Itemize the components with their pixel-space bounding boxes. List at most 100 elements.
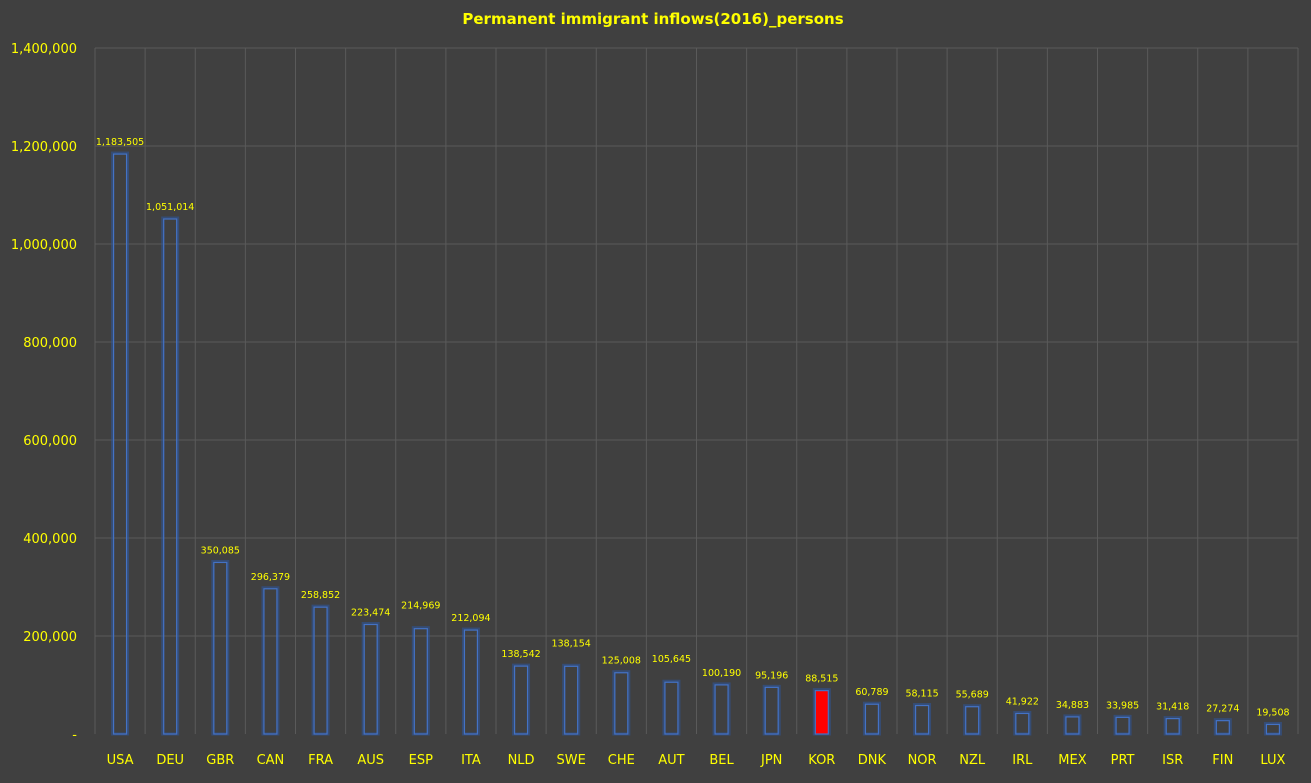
bar-glow	[913, 703, 932, 736]
data-label: 125,008	[602, 656, 641, 667]
bar-deu	[163, 218, 178, 735]
bar-nld	[513, 665, 529, 735]
bar-dnk	[864, 703, 880, 735]
bar-aus	[363, 623, 378, 735]
x-tick-label: MEX	[1058, 753, 1086, 768]
data-label: 100,190	[702, 668, 741, 679]
data-label: 1,051,014	[146, 202, 194, 213]
bar-glow	[1013, 710, 1032, 736]
bar-lux	[1265, 723, 1281, 735]
x-tick-label: CHE	[608, 753, 635, 768]
bar-glow	[662, 679, 681, 736]
data-label: 1,183,505	[96, 137, 144, 148]
bar-usa	[112, 153, 128, 735]
y-tick-label: -	[72, 728, 77, 743]
data-label: 34,883	[1056, 700, 1089, 711]
bar-ita	[463, 629, 479, 735]
x-tick-label: BEL	[709, 753, 734, 768]
x-tick-label: NZL	[959, 753, 986, 768]
data-label: 41,922	[1006, 696, 1039, 707]
bars	[111, 151, 1282, 736]
y-tick-label: 200,000	[23, 630, 77, 645]
bar-glow	[963, 704, 982, 736]
bar-glow	[1063, 714, 1082, 736]
data-label: 27,274	[1206, 704, 1239, 715]
bar-aut	[664, 681, 679, 735]
bar-glow	[512, 663, 531, 736]
x-axis-tick-labels: USA DEU GBR CAN FRA AUS ESP ITA NLD SWE CHE AUT BEL J…	[107, 753, 1286, 768]
data-label: 19,508	[1256, 707, 1289, 718]
chart-title: Permanent immigrant inflows(2016)_person…	[462, 10, 843, 28]
data-label: 55,689	[956, 690, 989, 701]
bar-isr	[1165, 718, 1180, 735]
bar-glow	[1113, 714, 1132, 736]
y-tick-label: 1,200,000	[11, 140, 77, 155]
bar-glow	[712, 682, 731, 736]
x-tick-label: AUT	[658, 753, 684, 768]
bar-mex	[1065, 716, 1080, 735]
data-labels: 1,183,505 1,051,014 350,085 296,379 258,852 2…	[96, 137, 1290, 718]
x-tick-label: LUX	[1260, 753, 1285, 768]
bar-nzl	[965, 706, 980, 735]
data-label: 105,645	[652, 654, 691, 665]
data-label: 296,379	[251, 572, 290, 583]
data-label: 58,115	[905, 689, 938, 700]
data-label: 88,515	[805, 674, 838, 685]
bar-fra	[313, 606, 328, 735]
x-tick-label: IRL	[1012, 753, 1033, 768]
x-tick-label: FIN	[1212, 753, 1233, 768]
bar-glow	[1163, 716, 1182, 736]
data-label: 31,418	[1156, 702, 1189, 713]
bar-irl	[1015, 712, 1030, 735]
bar-bel	[714, 684, 729, 735]
x-tick-label: GBR	[206, 753, 234, 768]
y-tick-label: 1,400,000	[11, 42, 77, 57]
data-label: 350,085	[201, 545, 240, 556]
data-label: 223,474	[351, 607, 390, 618]
bar-glow	[862, 701, 881, 736]
bar-prt	[1115, 716, 1130, 735]
data-label: 95,196	[755, 670, 788, 681]
x-tick-label: ESP	[409, 753, 433, 768]
bar-glow	[211, 559, 230, 736]
y-tick-label: 1,000,000	[11, 238, 77, 253]
bar-can	[263, 588, 278, 735]
bar-esp	[413, 628, 428, 735]
x-tick-label: DEU	[156, 753, 184, 768]
bar-glow	[311, 604, 330, 736]
data-label: 258,852	[301, 590, 340, 601]
x-tick-label: ITA	[461, 753, 481, 768]
x-tick-label: DNK	[858, 753, 887, 768]
data-label: 60,789	[855, 687, 888, 698]
bar-nor	[914, 704, 930, 735]
bar-che	[614, 672, 629, 735]
bar-glow	[461, 627, 480, 736]
data-label: 212,094	[451, 613, 490, 624]
bar-glow	[562, 663, 581, 736]
x-tick-label: CAN	[257, 753, 285, 768]
y-tick-label: 600,000	[23, 434, 77, 449]
x-tick-label: ISR	[1162, 753, 1183, 768]
y-axis-tick-labels: - 200,000 400,000 600,000 800,000 1,000,000 1,…	[11, 42, 77, 743]
bar-kor	[814, 690, 829, 735]
data-label: 214,969	[401, 601, 440, 612]
x-tick-label: KOR	[808, 753, 835, 768]
y-tick-label: 400,000	[23, 532, 77, 547]
bar-glow	[612, 670, 631, 736]
bar-fin	[1215, 720, 1230, 735]
bar-glow	[261, 586, 280, 736]
x-tick-label: SWE	[557, 753, 586, 768]
bar-swe	[564, 665, 579, 735]
bar-glow	[361, 621, 380, 736]
bar-glow	[411, 626, 430, 736]
data-label: 33,985	[1106, 700, 1139, 711]
bar-gbr	[213, 561, 228, 735]
data-label: 138,154	[552, 638, 591, 649]
data-label: 138,542	[501, 649, 540, 660]
bar-glow	[161, 216, 180, 736]
gridlines	[94, 47, 1299, 734]
x-tick-label: FRA	[308, 753, 333, 768]
bar-glow	[1213, 718, 1232, 736]
